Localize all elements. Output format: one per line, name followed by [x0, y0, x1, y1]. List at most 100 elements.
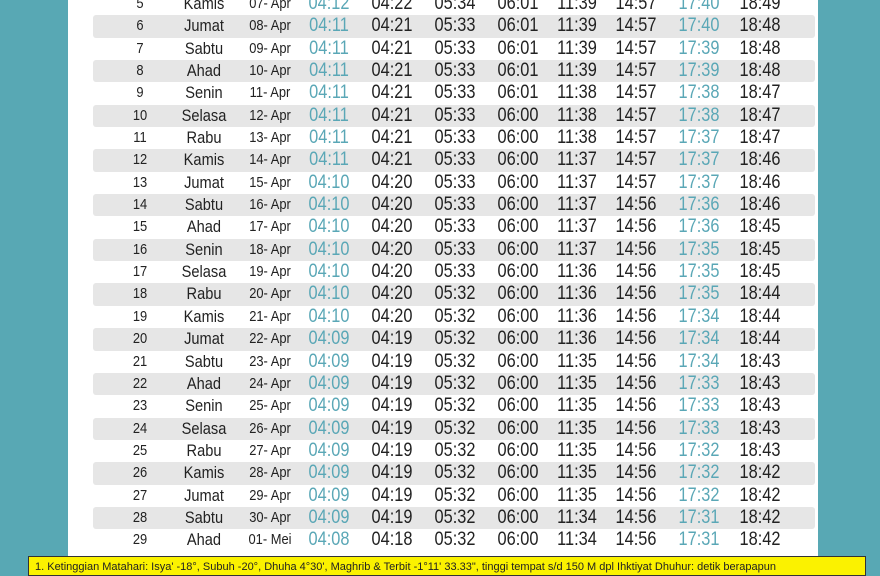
cell-ashar: 14:56 — [615, 462, 657, 484]
cell-num: 18 — [132, 285, 148, 303]
table-row: 25 Rabu 27- Apr 04:09 04:19 05:32 06:00 11:35 14… — [93, 440, 815, 462]
cell-terbit: 05:33 — [434, 238, 476, 260]
table-row: 11 Rabu 13- Apr 04:11 04:21 05:33 06:00 11:38 14… — [93, 127, 815, 149]
cell-num: 10 — [132, 106, 148, 124]
cell-isya: 18:42 — [739, 484, 781, 506]
cell-terbit: 05:32 — [434, 305, 476, 327]
table-row: 13 Jumat 15- Apr 04:10 04:20 05:33 06:00 11:37 1… — [93, 172, 815, 194]
cell-dzuhur: 11:36 — [557, 328, 597, 350]
cell-day: Selasa — [181, 418, 227, 438]
cell-day: Selasa — [181, 105, 227, 125]
cell-maghrib: 17:31 — [678, 529, 720, 551]
cell-imsak: 04:10 — [308, 216, 350, 238]
cell-dzuhur: 11:34 — [557, 529, 597, 551]
cell-dzuhur: 11:38 — [557, 127, 597, 149]
cell-imsak: 04:10 — [308, 238, 350, 260]
cell-dhuha: 06:00 — [497, 194, 539, 216]
table-row: 23 Senin 25- Apr 04:09 04:19 05:32 06:00 11:35 1… — [93, 395, 815, 417]
cell-num: 21 — [132, 352, 148, 370]
table-row: 29 Ahad 01- Mei 04:08 04:18 05:32 06:00 11:34 14… — [93, 529, 815, 551]
cell-date: 17- Apr — [249, 218, 291, 236]
cell-date: 12- Apr — [249, 106, 291, 124]
cell-dhuha: 06:00 — [497, 216, 539, 238]
cell-dzuhur: 11:37 — [557, 216, 597, 238]
cell-ashar: 14:57 — [615, 15, 657, 37]
cell-maghrib: 17:40 — [678, 15, 720, 37]
cell-num: 11 — [133, 129, 147, 147]
cell-date: 22- Apr — [249, 330, 291, 348]
cell-terbit: 05:33 — [434, 60, 476, 82]
cell-dzuhur: 11:35 — [557, 350, 597, 372]
cell-terbit: 05:32 — [434, 395, 476, 417]
cell-maghrib: 17:35 — [678, 261, 720, 283]
cell-ashar: 14:56 — [615, 328, 657, 350]
cell-subuh: 04:19 — [371, 372, 413, 394]
cell-ashar: 14:56 — [615, 305, 657, 327]
table-row: 19 Kamis 21- Apr 04:10 04:20 05:32 06:00 11:36 1… — [93, 306, 815, 328]
cell-ashar: 14:56 — [615, 238, 657, 260]
cell-terbit: 05:33 — [434, 82, 476, 104]
cell-maghrib: 17:39 — [678, 60, 720, 82]
cell-date: 13- Apr — [249, 129, 291, 147]
cell-ashar: 14:57 — [615, 82, 657, 104]
cell-dhuha: 06:00 — [497, 439, 539, 461]
cell-num: 9 — [136, 84, 144, 102]
cell-ashar: 14:56 — [615, 484, 657, 506]
cell-dzuhur: 11:36 — [557, 305, 597, 327]
cell-date: 11- Apr — [249, 84, 291, 102]
cell-ashar: 14:57 — [615, 104, 657, 126]
cell-subuh: 04:20 — [371, 305, 413, 327]
cell-date: 29- Apr — [249, 486, 291, 504]
cell-dhuha: 06:00 — [497, 529, 539, 551]
cell-maghrib: 17:32 — [678, 439, 720, 461]
table-row: 21 Sabtu 23- Apr 04:09 04:19 05:32 06:00 11:35 1… — [93, 351, 815, 373]
cell-isya: 18:43 — [739, 372, 781, 394]
cell-subuh: 04:19 — [371, 462, 413, 484]
cell-dhuha: 06:01 — [497, 37, 539, 59]
cell-num: 28 — [132, 508, 148, 526]
cell-maghrib: 17:31 — [678, 506, 720, 528]
cell-ashar: 14:56 — [615, 194, 657, 216]
cell-num: 6 — [136, 17, 144, 35]
cell-dzuhur: 11:38 — [557, 104, 597, 126]
cell-terbit: 05:34 — [434, 0, 476, 14]
table-row: 20 Jumat 22- Apr 04:09 04:19 05:32 06:00 11:36 1… — [93, 328, 815, 351]
cell-dhuha: 06:00 — [497, 171, 539, 193]
cell-ashar: 14:56 — [615, 216, 657, 238]
cell-date: 25- Apr — [249, 397, 291, 415]
cell-imsak: 04:10 — [308, 194, 350, 216]
cell-dhuha: 06:00 — [497, 238, 539, 260]
cell-isya: 18:43 — [739, 350, 781, 372]
cell-day: Senin — [185, 396, 223, 416]
cell-dzuhur: 11:36 — [557, 283, 597, 305]
cell-maghrib: 17:37 — [678, 171, 720, 193]
cell-num: 23 — [132, 397, 148, 415]
cell-ashar: 14:56 — [615, 506, 657, 528]
cell-imsak: 04:09 — [308, 506, 350, 528]
cell-day: Ahad — [186, 373, 222, 393]
cell-subuh: 04:20 — [371, 261, 413, 283]
cell-dzuhur: 11:38 — [557, 82, 597, 104]
cell-day: Ahad — [186, 61, 222, 81]
cell-imsak: 04:10 — [308, 283, 350, 305]
cell-dzuhur: 11:39 — [557, 15, 597, 37]
cell-maghrib: 17:38 — [678, 104, 720, 126]
cell-imsak: 04:09 — [308, 417, 350, 439]
cell-ashar: 14:56 — [615, 261, 657, 283]
cell-terbit: 05:33 — [434, 127, 476, 149]
table-row: 18 Rabu 20- Apr 04:10 04:20 05:32 06:00 11:36 14… — [93, 283, 815, 306]
cell-dzuhur: 11:35 — [557, 484, 597, 506]
cell-ashar: 14:56 — [615, 439, 657, 461]
cell-isya: 18:42 — [739, 529, 781, 551]
cell-subuh: 04:22 — [371, 0, 413, 14]
table-row: 28 Sabtu 30- Apr 04:09 04:19 05:32 06:00 11:34 1… — [93, 506, 815, 530]
cell-dzuhur: 11:39 — [557, 37, 597, 59]
cell-day: Ahad — [186, 217, 222, 237]
cell-imsak: 04:09 — [308, 439, 350, 461]
cell-terbit: 05:32 — [434, 283, 476, 305]
cell-subuh: 04:21 — [371, 104, 413, 126]
cell-day: Kamis — [183, 150, 225, 170]
cell-maghrib: 17:33 — [678, 372, 720, 394]
cell-dhuha: 06:00 — [497, 372, 539, 394]
cell-date: 19- Apr — [249, 263, 291, 281]
